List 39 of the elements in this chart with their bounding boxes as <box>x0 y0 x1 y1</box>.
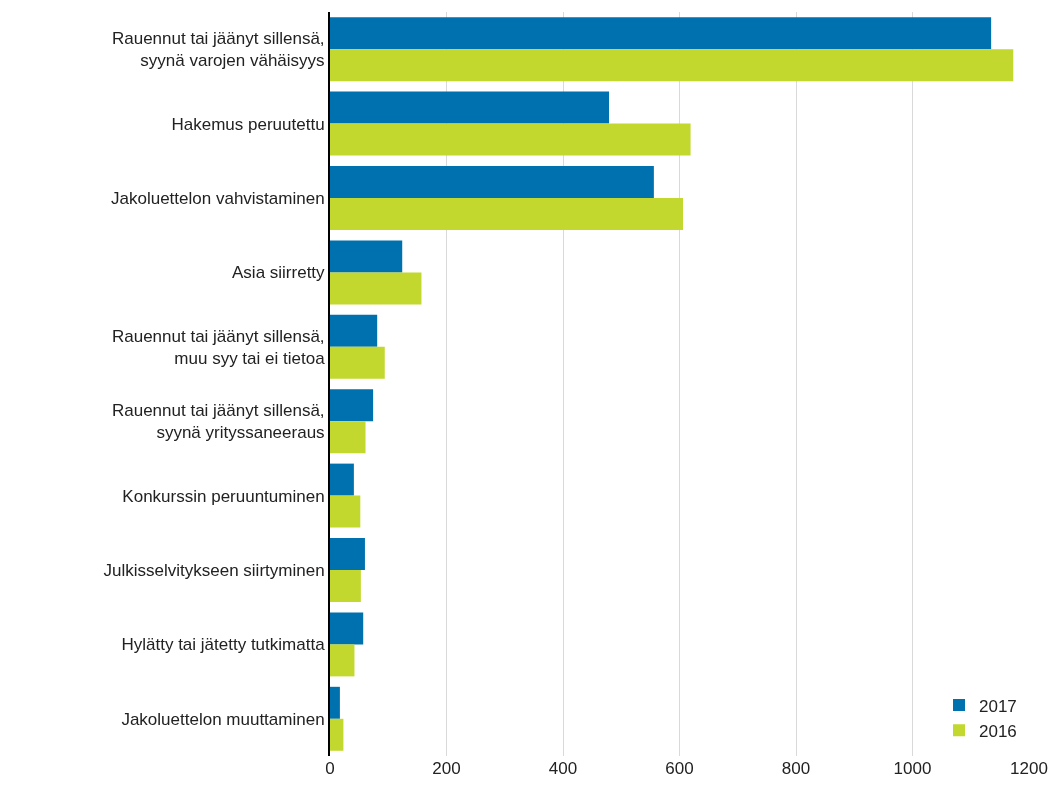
bar <box>330 421 366 454</box>
bar <box>330 123 691 156</box>
bar <box>330 389 374 422</box>
y-tick-label: Rauennut tai jäänyt sillensä, syynä yrityssaneeraus <box>111 401 325 443</box>
bar <box>330 91 610 124</box>
y-tick-label: Jakoluettelon vahvistaminen <box>111 188 325 208</box>
bar <box>330 570 361 602</box>
x-tick-label: 1200 <box>1010 759 1048 778</box>
bar <box>330 166 654 198</box>
y-tick-label: Rauennut tai jäänyt sillensä, syynä varojen vähäisyys <box>111 29 325 71</box>
x-tick-label: 1000 <box>893 759 932 778</box>
bar <box>330 612 364 645</box>
bar <box>330 686 340 719</box>
y-tick-label: Jakoluettelon muuttaminen <box>121 709 325 729</box>
bar <box>330 463 354 496</box>
bar <box>330 644 355 677</box>
bar <box>330 49 1014 82</box>
bar <box>330 240 403 273</box>
y-tick-label: Hylätty tai jätetty tutkimatta <box>121 635 326 655</box>
y-tick-label: Konkurssin peruuntuminen <box>122 486 325 506</box>
y-tick-label: Hakemus peruutettu <box>171 114 325 134</box>
x-tick-label: 200 <box>432 759 461 778</box>
bar <box>330 198 683 230</box>
legend-label: 2016 <box>979 721 1017 741</box>
bar <box>330 272 422 305</box>
legend-label: 2017 <box>979 696 1017 716</box>
x-tick-label: 800 <box>781 759 811 778</box>
bar <box>330 346 385 379</box>
x-tick-label: 0 <box>325 759 335 778</box>
bar <box>330 314 378 347</box>
bar <box>330 718 344 751</box>
x-tick-label: 600 <box>665 759 694 778</box>
bar <box>330 17 992 50</box>
y-tick-label: Julkisselvitykseen siirtyminen <box>103 560 325 580</box>
x-tick-label: 400 <box>548 759 578 778</box>
bar <box>330 538 365 570</box>
y-tick-label: Rauennut tai jäänyt sillensä, muu syy tai ei tietoa <box>111 326 326 368</box>
y-tick-label: Asia siirretty <box>232 263 326 283</box>
bar <box>330 495 361 528</box>
